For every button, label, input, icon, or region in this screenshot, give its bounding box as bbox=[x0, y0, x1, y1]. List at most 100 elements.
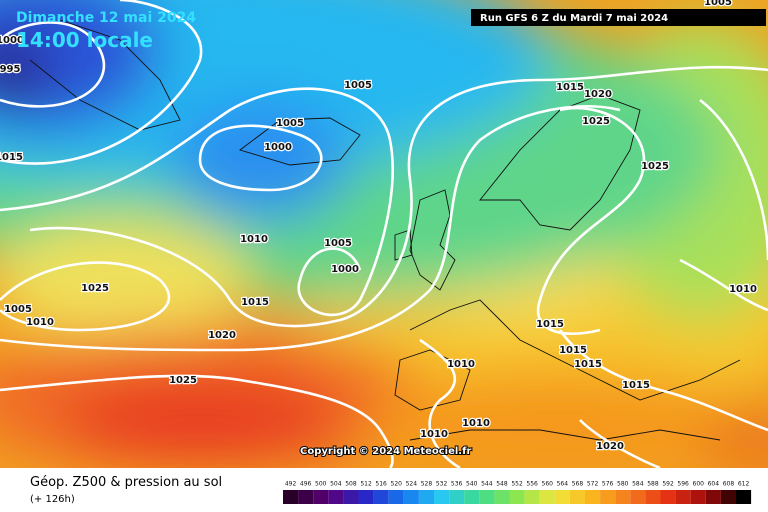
legend-swatch bbox=[434, 490, 450, 504]
legend-label: 520 bbox=[391, 481, 403, 488]
legend-swatch bbox=[403, 490, 419, 504]
legend-label: 592 bbox=[662, 481, 674, 488]
isobar-label: 1010 bbox=[447, 359, 475, 370]
isobar-label: 1010 bbox=[462, 418, 490, 429]
legend-label: 548 bbox=[496, 481, 508, 488]
legend-label: 524 bbox=[406, 481, 418, 488]
isobar-label: 1025 bbox=[81, 283, 109, 294]
legend-swatch bbox=[660, 490, 676, 504]
legend-label: 600 bbox=[693, 481, 705, 488]
isobar-label: 1010 bbox=[729, 284, 757, 295]
isobar-label: 1000 bbox=[331, 264, 359, 275]
isobar-label: 1005 bbox=[4, 304, 32, 315]
isobar-label: 1025 bbox=[582, 116, 610, 127]
legend-label: 572 bbox=[587, 481, 599, 488]
legend-swatch bbox=[554, 490, 570, 504]
legend-label: 588 bbox=[647, 481, 659, 488]
legend-label: 544 bbox=[481, 481, 493, 488]
legend-label: 492 bbox=[285, 481, 297, 488]
isobar-labels: 1000 995 1015 1005 1005 1000 1010 1005 1000 1025 1… bbox=[0, 0, 758, 453]
legend-swatch bbox=[585, 490, 601, 504]
legend-label: 584 bbox=[632, 481, 644, 488]
legend-swatch bbox=[569, 490, 585, 504]
legend-swatch bbox=[388, 490, 404, 504]
isobar-label: 1010 bbox=[26, 317, 54, 328]
legend-label: 528 bbox=[421, 481, 433, 488]
legend-label: 612 bbox=[738, 481, 750, 488]
legend-swatch bbox=[539, 490, 555, 504]
legend-label: 568 bbox=[572, 481, 584, 488]
legend-swatch bbox=[373, 490, 389, 504]
legend-swatch bbox=[449, 490, 465, 504]
legend-swatch bbox=[328, 490, 344, 504]
isobar-label: 1005 bbox=[324, 238, 352, 249]
legend-label: 564 bbox=[557, 481, 569, 488]
legend-swatch bbox=[313, 490, 329, 504]
run-banner bbox=[471, 9, 766, 26]
legend-label: 576 bbox=[602, 481, 614, 488]
legend-swatch bbox=[298, 490, 314, 504]
isobar-label: 1015 bbox=[0, 152, 23, 163]
footer-title: Géop. Z500 & pression au sol bbox=[30, 475, 222, 490]
legend-swatch bbox=[464, 490, 480, 504]
isobar-label: 1000 bbox=[0, 35, 24, 46]
isobar-label: 1020 bbox=[584, 89, 612, 100]
legend-swatch bbox=[358, 490, 374, 504]
legend-swatch bbox=[494, 490, 510, 504]
legend-label: 560 bbox=[542, 481, 554, 488]
legend-swatch bbox=[418, 490, 434, 504]
isobar-label: 1015 bbox=[241, 297, 269, 308]
legend-swatch bbox=[343, 490, 359, 504]
isobar-label: 1015 bbox=[559, 345, 587, 356]
isobar-label: 1010 bbox=[420, 429, 448, 440]
map-field: 1000 995 1015 1005 1005 1000 1010 1005 1000 1025 1… bbox=[0, 0, 768, 468]
isobars bbox=[0, 0, 768, 468]
legend-label: 532 bbox=[436, 481, 448, 488]
legend-label: 512 bbox=[360, 481, 372, 488]
legend-swatch bbox=[630, 490, 646, 504]
legend-label: 496 bbox=[300, 481, 312, 488]
legend-label: 504 bbox=[330, 481, 342, 488]
legend-label: 536 bbox=[451, 481, 463, 488]
legend-swatch bbox=[600, 490, 616, 504]
legend-label: 540 bbox=[466, 481, 478, 488]
isobar-label: 1025 bbox=[641, 161, 669, 172]
run-text: Run GFS 6 Z du Mardi 7 mai 2024 bbox=[480, 13, 668, 24]
legend-label: 604 bbox=[708, 481, 720, 488]
legend-swatch bbox=[479, 490, 495, 504]
time-title: 14:00 locale bbox=[16, 28, 153, 52]
isobar-label: 1020 bbox=[596, 441, 624, 452]
isobar-label: 1025 bbox=[169, 375, 197, 386]
coastlines bbox=[29, 19, 741, 441]
isobar-label: 1005 bbox=[276, 118, 304, 129]
legend-swatch bbox=[645, 490, 661, 504]
legend-label: 552 bbox=[511, 481, 523, 488]
isobar-label: 1010 bbox=[240, 234, 268, 245]
legend-label: 508 bbox=[345, 481, 357, 488]
legend-swatch bbox=[615, 490, 631, 504]
legend-label: 608 bbox=[723, 481, 735, 488]
legend-swatch bbox=[736, 490, 752, 504]
legend: 492 496 500 504 508 512 516 520 524 528 532 536 540 5… bbox=[283, 481, 752, 504]
legend-label: 516 bbox=[375, 481, 387, 488]
isobar-label: 1015 bbox=[556, 82, 584, 93]
legend-label: 556 bbox=[526, 481, 538, 488]
copyright: Copyright © 2024 Meteociel.fr bbox=[300, 446, 471, 457]
footer-lead: (+ 126h) bbox=[30, 494, 75, 505]
isobar-label: 1005 bbox=[344, 80, 372, 91]
isobar-label: 1005 bbox=[704, 0, 732, 8]
isobar-label: 1000 bbox=[264, 142, 292, 153]
isobar-label: 1015 bbox=[622, 380, 650, 391]
legend-swatch bbox=[690, 490, 706, 504]
isobar-label: 995 bbox=[0, 64, 20, 75]
isobar-label: 1015 bbox=[536, 319, 564, 330]
legend-swatch bbox=[720, 490, 736, 504]
legend-label: 596 bbox=[677, 481, 689, 488]
legend-swatch bbox=[705, 490, 721, 504]
legend-swatch bbox=[509, 490, 525, 504]
date-title: Dimanche 12 mai 2024 bbox=[16, 10, 196, 26]
legend-swatch bbox=[524, 490, 540, 504]
legend-label: 580 bbox=[617, 481, 629, 488]
isobar-label: 1015 bbox=[574, 359, 602, 370]
